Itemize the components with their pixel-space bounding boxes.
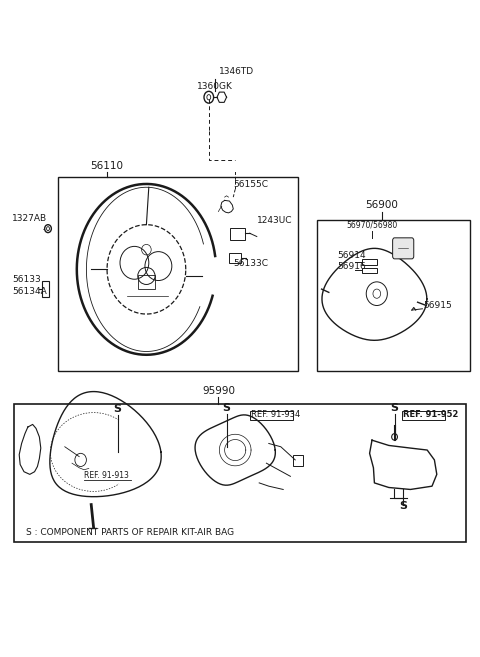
Text: S : COMPONENT PARTS OF REPAIR KIT-AIR BAG: S : COMPONENT PARTS OF REPAIR KIT-AIR BA… (26, 528, 235, 537)
Bar (230, 228, 245, 240)
Bar (362, 259, 377, 265)
Text: 1346TD: 1346TD (219, 66, 254, 76)
Text: S: S (114, 404, 121, 414)
Text: 1243UC: 1243UC (257, 216, 292, 225)
Bar (362, 268, 377, 273)
Text: 56970/56980: 56970/56980 (347, 221, 397, 230)
Text: REF. 91-952: REF. 91-952 (403, 410, 458, 419)
Text: 56110: 56110 (90, 161, 123, 171)
Bar (402, 411, 445, 420)
Bar (250, 411, 293, 420)
Text: 56133: 56133 (12, 275, 41, 284)
Bar (42, 281, 49, 297)
Text: REF. 91-913: REF. 91-913 (84, 470, 129, 480)
Text: 1360GK: 1360GK (197, 81, 233, 91)
Text: 56155C: 56155C (233, 180, 268, 189)
Text: 1327AB: 1327AB (12, 214, 47, 223)
Text: 56900: 56900 (365, 200, 398, 210)
Bar (317, 220, 470, 371)
Bar (138, 275, 155, 289)
Text: 56915: 56915 (423, 301, 452, 310)
Text: 56916: 56916 (337, 262, 366, 271)
Text: 56133C: 56133C (233, 259, 268, 268)
Text: 95990: 95990 (202, 386, 235, 396)
Text: 56134A: 56134A (12, 286, 47, 296)
Text: S: S (391, 403, 398, 413)
Text: S: S (399, 501, 407, 511)
Bar (229, 253, 241, 263)
Text: REF. 91-934: REF. 91-934 (251, 410, 300, 419)
Bar (14, 404, 466, 542)
FancyBboxPatch shape (393, 238, 414, 259)
Text: S: S (223, 403, 230, 413)
Bar (58, 177, 298, 371)
Bar (293, 455, 303, 466)
Text: 56914: 56914 (337, 251, 366, 260)
